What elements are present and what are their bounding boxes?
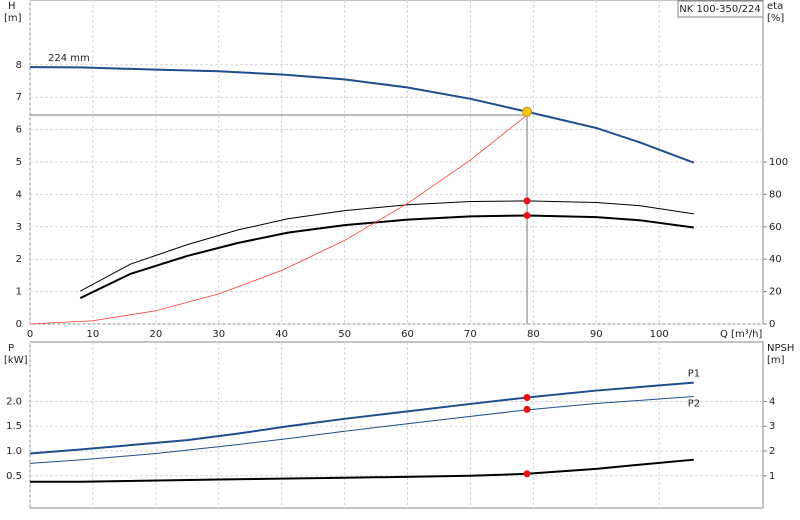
point-marker (523, 393, 531, 401)
y-tick-label: 1 (16, 287, 22, 298)
x-tick-label: 50 (338, 329, 351, 340)
y2-tick-label: 1 (769, 471, 775, 482)
y-axis-unit: [m] (4, 13, 22, 24)
series-line (30, 458, 694, 483)
y2-axis-label: eta (767, 1, 783, 12)
y-tick-label: 0 (16, 319, 22, 330)
y2-tick-label: 60 (769, 222, 782, 233)
y2-tick-label: 3 (769, 421, 775, 432)
series-label: 224 mm (48, 53, 90, 64)
y-tick-label: 1.5 (6, 421, 22, 432)
y2-tick-label: 100 (769, 157, 788, 168)
x-tick-label: 60 (401, 329, 414, 340)
y-axis-label: P (8, 343, 14, 354)
x-tick-label: 20 (149, 329, 162, 340)
point-marker (523, 211, 531, 219)
series-line (29, 114, 528, 325)
y-axis-label: H (8, 1, 16, 12)
point-marker (523, 197, 531, 205)
series-label: P2 (688, 399, 700, 410)
y2-tick-label: 80 (769, 189, 782, 200)
series-line (80, 200, 694, 292)
y2-tick-label: 4 (769, 396, 775, 407)
series-line (29, 396, 694, 464)
y2-axis-label: NPSH (767, 343, 794, 354)
label-box-text: NK 100-350/224 (679, 4, 760, 15)
y-tick-label: 8 (16, 60, 22, 71)
series-line (29, 66, 695, 164)
point-marker (523, 405, 531, 413)
y-tick-label: 1.0 (6, 446, 22, 457)
x-axis-label: Q [m³/h] (720, 329, 762, 340)
x-tick-label: 0 (27, 329, 33, 340)
series-line (79, 214, 694, 299)
label-box (677, 0, 764, 18)
y2-axis-unit: [%] (767, 13, 784, 24)
point-marker (522, 106, 533, 117)
y-tick-label: 5 (16, 157, 22, 168)
y2-axis-unit: [m] (767, 355, 785, 366)
x-tick-label: 100 (650, 329, 669, 340)
y2-tick-label: 0 (769, 319, 775, 330)
x-tick-label: 70 (464, 329, 477, 340)
y-tick-label: 0.5 (6, 471, 22, 482)
y-tick-label: 2.0 (6, 396, 22, 407)
x-tick-label: 30 (212, 329, 225, 340)
y-tick-label: 3 (16, 222, 22, 233)
x-tick-label: 80 (527, 329, 540, 340)
y-tick-label: 6 (16, 125, 22, 136)
series-line (29, 381, 694, 455)
y-axis-unit: [kW] (4, 355, 28, 366)
y2-tick-label: 20 (769, 287, 782, 298)
x-tick-label: 90 (590, 329, 603, 340)
y-tick-label: 4 (16, 189, 22, 200)
point-marker (523, 470, 531, 478)
x-tick-label: 10 (87, 329, 100, 340)
series-label: P1 (688, 369, 700, 380)
y2-tick-label: 40 (769, 254, 782, 265)
y-tick-label: 7 (16, 92, 22, 103)
x-tick-label: 40 (275, 329, 288, 340)
y-tick-label: 2 (16, 254, 22, 265)
y2-tick-label: 2 (769, 446, 775, 457)
